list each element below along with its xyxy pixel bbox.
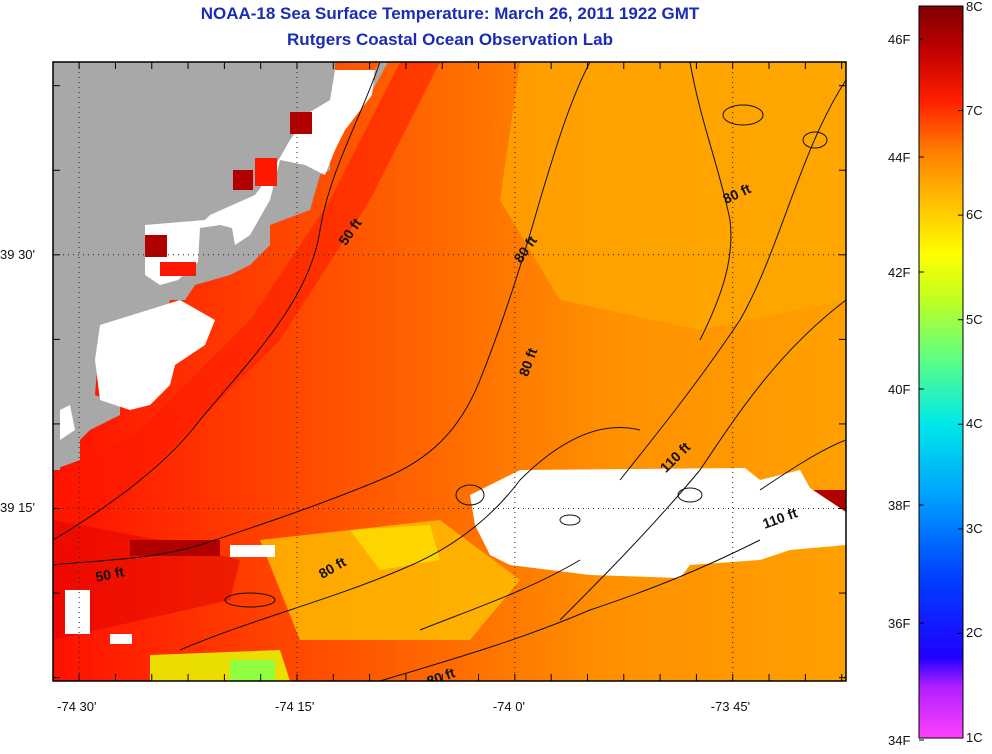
- lon-tick-label: -74 30': [57, 699, 97, 714]
- fahrenheit-label: 42F: [888, 265, 911, 280]
- celsius-label: 7C: [966, 102, 983, 118]
- celsius-label: 6C: [966, 207, 983, 223]
- fahrenheit-label: 40F: [888, 382, 911, 397]
- depth-label: 50 ft: [94, 563, 126, 585]
- sst-hot-pixel: [130, 540, 220, 556]
- no-data-area: [470, 468, 846, 578]
- lat-tick-label: 39 15': [0, 500, 36, 516]
- map-title: NOAA-18 Sea Surface Temperature: March 2…: [200, 4, 700, 23]
- map-frame-ticks: [53, 62, 846, 681]
- sst-hot-pixel: [233, 170, 253, 190]
- sst-hot-pixel: [290, 112, 312, 134]
- fahrenheit-label: 46F: [888, 32, 911, 47]
- no-data-area: [95, 300, 215, 410]
- map-gridlines: [53, 62, 846, 681]
- sst-cool-patch: [230, 660, 275, 681]
- colorbar-ticks: [919, 5, 963, 741]
- lon-tick-label: -73 45': [710, 699, 751, 714]
- celsius-label: 4C: [966, 416, 983, 432]
- fahrenheit-label: 34F: [888, 733, 911, 748]
- celsius-label: 1C: [966, 730, 983, 745]
- sst-coastal-band: [53, 62, 440, 560]
- lat-tick-label: 39 30': [0, 246, 36, 262]
- celsius-label: 3C: [966, 520, 983, 536]
- bathymetry-shoals: [224, 104, 828, 608]
- sst-hot-pixel: [255, 158, 277, 186]
- lon-tick-label: -74 0': [492, 699, 525, 714]
- map-frame: [52, 61, 847, 682]
- celsius-label: 8C: [966, 0, 983, 14]
- sst-hot-pixel: [145, 235, 167, 257]
- fahrenheit-label: 36F: [888, 616, 911, 631]
- sst-hot-pixel: [160, 262, 196, 276]
- map-subtitle: Rutgers Coastal Ocean Observation Lab: [287, 30, 613, 49]
- lon-tick-label: -74 15': [275, 699, 315, 714]
- colorbar-scale: [918, 5, 964, 739]
- bathymetry-contours: [53, 62, 846, 681]
- no-data-area: [145, 70, 375, 285]
- no-data-area: [60, 405, 75, 440]
- fahrenheit-label: 44F: [888, 150, 911, 165]
- sst-warm-patch: [260, 520, 520, 640]
- sst-warm-patch: [350, 525, 440, 570]
- sst-warm-patch: [500, 62, 846, 330]
- celsius-label: 2C: [966, 625, 983, 641]
- celsius-label: 5C: [966, 311, 983, 327]
- fahrenheit-label: 38F: [888, 498, 911, 513]
- land-mass: [53, 420, 60, 470]
- no-data-area: [110, 634, 132, 644]
- no-data-area: [65, 590, 90, 634]
- no-data-area: [230, 545, 275, 557]
